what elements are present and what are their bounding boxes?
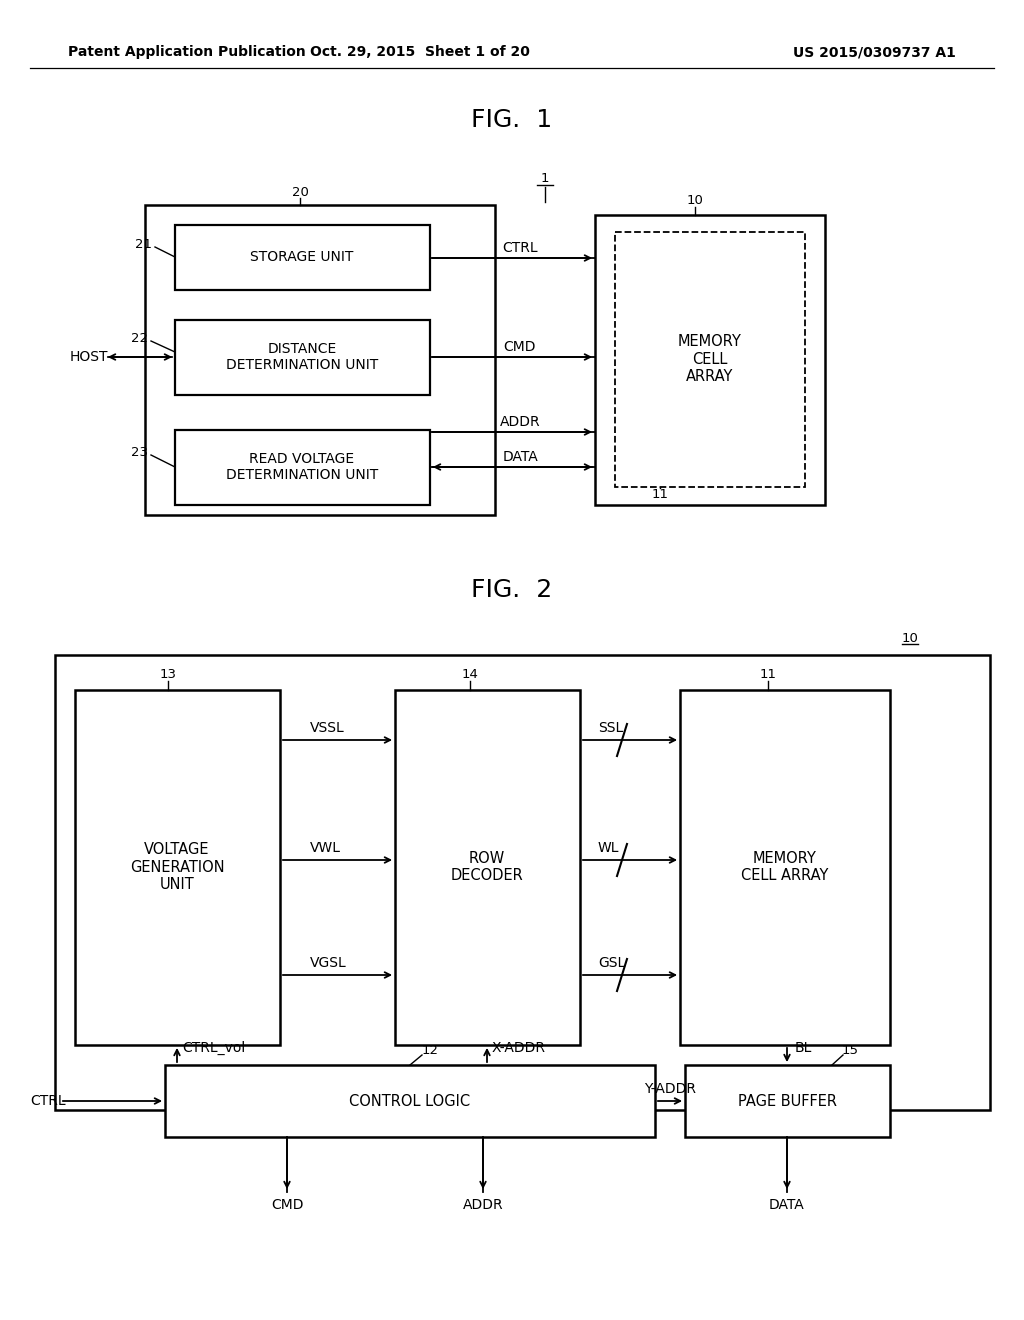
Text: 22: 22 — [131, 331, 148, 345]
Text: GSL: GSL — [598, 956, 626, 970]
Text: CMD: CMD — [270, 1199, 303, 1212]
Text: 21: 21 — [135, 238, 152, 251]
Bar — [395, 690, 580, 1045]
Text: Oct. 29, 2015  Sheet 1 of 20: Oct. 29, 2015 Sheet 1 of 20 — [310, 45, 530, 59]
Text: BL: BL — [795, 1041, 812, 1055]
Text: ADDR: ADDR — [463, 1199, 504, 1212]
Text: 13: 13 — [160, 668, 176, 681]
Text: FIG.  1: FIG. 1 — [471, 108, 553, 132]
Text: VSSL: VSSL — [310, 721, 345, 735]
Text: X-ADDR: X-ADDR — [492, 1041, 546, 1055]
Text: STORAGE UNIT: STORAGE UNIT — [250, 249, 353, 264]
Text: 15: 15 — [842, 1044, 858, 1056]
Text: WL: WL — [598, 841, 620, 855]
Text: Y-ADDR: Y-ADDR — [644, 1082, 696, 1096]
Text: 11: 11 — [651, 487, 669, 500]
Text: VWL: VWL — [310, 841, 341, 855]
Text: CTRL: CTRL — [30, 1094, 66, 1107]
Text: 11: 11 — [760, 668, 776, 681]
Text: 23: 23 — [131, 446, 148, 458]
Bar — [175, 319, 430, 395]
Text: Patent Application Publication: Patent Application Publication — [68, 45, 306, 59]
Text: DATA: DATA — [769, 1199, 805, 1212]
Bar — [680, 690, 890, 1045]
Text: SSL: SSL — [598, 721, 624, 735]
Text: 1: 1 — [541, 172, 549, 185]
Bar — [175, 224, 430, 290]
Bar — [75, 690, 280, 1045]
Text: PAGE BUFFER: PAGE BUFFER — [737, 1093, 837, 1109]
Text: VOLTAGE
GENERATION
UNIT: VOLTAGE GENERATION UNIT — [130, 842, 224, 892]
Text: 10: 10 — [686, 194, 703, 206]
Bar — [595, 215, 825, 506]
Bar — [165, 1065, 655, 1137]
Bar — [145, 205, 495, 515]
Text: READ VOLTAGE
DETERMINATION UNIT: READ VOLTAGE DETERMINATION UNIT — [226, 451, 378, 482]
Text: 20: 20 — [292, 186, 308, 198]
Text: CONTROL LOGIC: CONTROL LOGIC — [349, 1093, 471, 1109]
Bar — [175, 430, 430, 506]
Text: VGSL: VGSL — [310, 956, 347, 970]
Text: FIG.  2: FIG. 2 — [471, 578, 553, 602]
Bar — [615, 232, 805, 487]
Text: 12: 12 — [422, 1044, 438, 1056]
Text: HOST: HOST — [70, 350, 109, 364]
Text: CMD: CMD — [504, 341, 537, 354]
Text: CTRL: CTRL — [502, 242, 538, 255]
Text: DISTANCE
DETERMINATION UNIT: DISTANCE DETERMINATION UNIT — [226, 342, 378, 372]
Text: ROW
DECODER: ROW DECODER — [451, 851, 523, 883]
Text: 10: 10 — [901, 631, 919, 644]
Text: MEMORY
CELL
ARRAY: MEMORY CELL ARRAY — [678, 334, 742, 384]
Text: 14: 14 — [462, 668, 478, 681]
Bar — [685, 1065, 890, 1137]
Text: CTRL_vol: CTRL_vol — [182, 1041, 246, 1055]
Text: ADDR: ADDR — [500, 414, 541, 429]
Text: MEMORY
CELL ARRAY: MEMORY CELL ARRAY — [741, 851, 828, 883]
Bar — [55, 655, 990, 1110]
Text: DATA: DATA — [502, 450, 538, 465]
Text: US 2015/0309737 A1: US 2015/0309737 A1 — [794, 45, 956, 59]
